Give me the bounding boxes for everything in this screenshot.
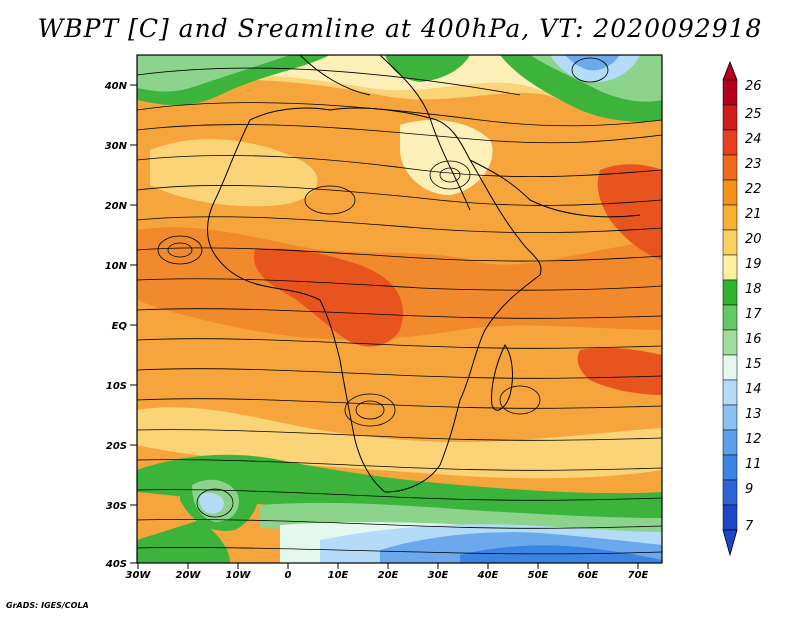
- colorbar-label: 22: [745, 182, 762, 197]
- lon-label: 70E: [628, 570, 649, 581]
- colorbar-segment: [722, 79, 738, 106]
- lon-label: 30E: [428, 570, 449, 581]
- lon-label: 30W: [126, 570, 152, 581]
- lat-label: 30S: [106, 501, 127, 512]
- colorbar: 26 25 24 23 22 21 20 19 18 17 16 15 14 1…: [722, 60, 762, 557]
- colorbar-segment: [722, 354, 738, 381]
- lat-label: 40S: [105, 559, 127, 570]
- lon-label: 60E: [578, 570, 599, 581]
- lat-label: 10S: [106, 381, 127, 392]
- colorbar-segment: [722, 154, 738, 181]
- colorbar-label: 18: [745, 282, 762, 297]
- lat-label: 20N: [105, 201, 128, 212]
- colorbar-segment: [722, 504, 738, 531]
- lon-label: 10E: [328, 570, 349, 581]
- colorbar-segment: [722, 229, 738, 256]
- colorbar-label: 7: [745, 519, 754, 534]
- chart-title: WBPT [C] and Sreamline at 400hPa, VT: 20…: [37, 14, 763, 43]
- streamlines: [137, 57, 662, 555]
- colorbar-segment: [722, 254, 738, 281]
- colorbar-segment: [722, 479, 738, 506]
- lat-label: 10N: [105, 261, 128, 272]
- colorbar-label: 21: [745, 207, 762, 222]
- colorbar-segment: [722, 279, 738, 306]
- lat-axis: 40N 30N 20N 10N EQ 10S 20S 30S 40S: [104, 81, 137, 570]
- lat-label: 30N: [105, 141, 128, 152]
- colorbar-label: 15: [745, 357, 762, 372]
- colorbar-segment: [722, 204, 738, 231]
- colorbar-top-triangle: [722, 60, 738, 81]
- colorbar-segment: [722, 129, 738, 156]
- colorbar-label: 9: [745, 482, 753, 497]
- colorbar-label: 25: [745, 107, 762, 122]
- coastline: [207, 55, 641, 493]
- colorbar-label: 26: [745, 79, 762, 94]
- lon-label: 40E: [477, 570, 499, 581]
- lat-label: 40N: [104, 81, 128, 92]
- colorbar-segment: [722, 104, 738, 131]
- colorbar-label: 14: [745, 382, 762, 397]
- colorbar-label: 17: [745, 307, 762, 322]
- lat-label: EQ: [112, 321, 128, 332]
- colorbar-segment: [722, 379, 738, 406]
- colorbar-label: 20: [745, 232, 762, 247]
- grads-credit: GrADS: IGES/COLA: [6, 601, 89, 610]
- lon-axis: 30W 20W 10W 0 10E 20E 30E 40E 50E 60E 70…: [126, 563, 649, 581]
- lon-label: 10W: [226, 570, 252, 581]
- colorbar-label: 16: [745, 332, 762, 347]
- colorbar-segment: [722, 429, 738, 456]
- lon-label: 20W: [176, 570, 202, 581]
- colorbar-label: 23: [745, 157, 762, 172]
- colorbar-segment: [722, 304, 738, 331]
- colorbar-segment: [722, 329, 738, 356]
- lon-label: 20E: [378, 570, 399, 581]
- colorbar-segment: [722, 454, 738, 481]
- colorbar-label: 19: [745, 257, 762, 272]
- lon-label: 50E: [528, 570, 549, 581]
- map-frame: [136, 54, 663, 564]
- colorbar-bottom-triangle: [722, 529, 738, 557]
- colorbar-segment: [722, 404, 738, 431]
- colorbar-label: 11: [745, 457, 762, 472]
- lon-label: 0: [285, 570, 292, 581]
- lat-label: 20S: [106, 441, 127, 452]
- wbpt-field: [137, 55, 662, 563]
- colorbar-label: 24: [745, 132, 762, 147]
- colorbar-label: 12: [745, 432, 762, 447]
- colorbar-label: 13: [745, 407, 762, 422]
- colorbar-segment: [722, 179, 738, 206]
